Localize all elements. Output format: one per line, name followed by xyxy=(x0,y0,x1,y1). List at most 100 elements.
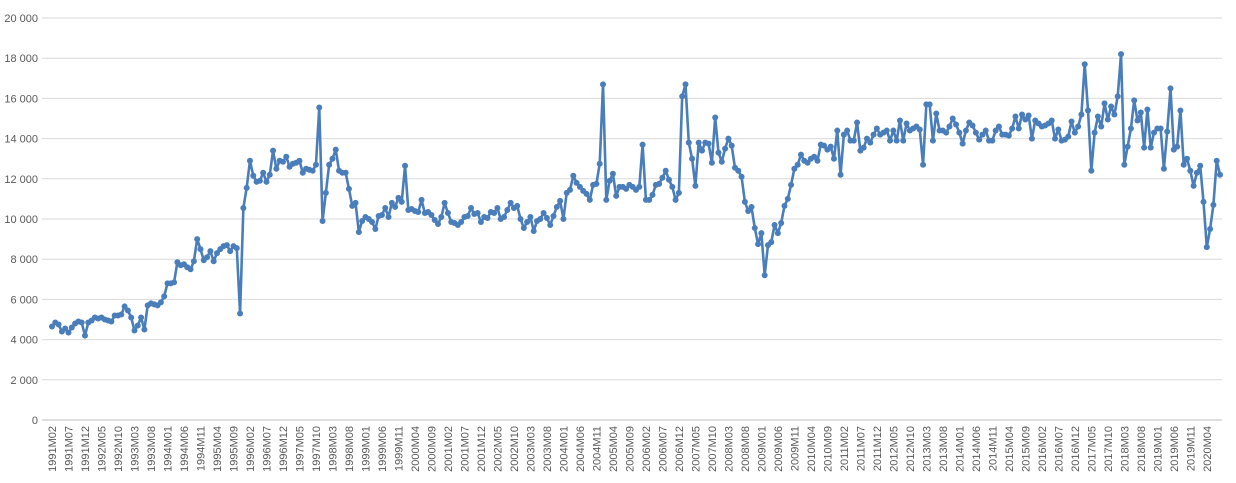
data-point xyxy=(685,139,692,146)
data-point xyxy=(784,195,791,202)
data-point xyxy=(243,184,250,191)
y-tick-label: 20 000 xyxy=(4,13,38,25)
data-point xyxy=(804,159,811,166)
data-point xyxy=(870,131,877,138)
data-point xyxy=(520,225,527,232)
data-point xyxy=(1101,100,1108,107)
data-point xyxy=(131,327,138,334)
data-point xyxy=(698,147,705,154)
x-tick-label: 2019M06 xyxy=(1169,426,1181,472)
data-point xyxy=(586,196,593,203)
data-point xyxy=(596,160,603,167)
data-point xyxy=(916,126,923,133)
data-point xyxy=(791,165,798,172)
data-point xyxy=(639,141,646,148)
x-tick-label: 1999M01 xyxy=(360,426,372,472)
x-tick-label: 2012M10 xyxy=(905,426,917,472)
x-tick-label: 2006M12 xyxy=(674,426,686,472)
data-point xyxy=(256,177,263,184)
data-point xyxy=(296,157,303,164)
y-tick-label: 6 000 xyxy=(10,294,38,306)
data-point xyxy=(540,209,547,216)
data-point xyxy=(1134,117,1141,124)
data-point xyxy=(1197,162,1204,169)
data-point xyxy=(273,165,280,172)
data-point xyxy=(600,81,607,88)
data-point xyxy=(1088,167,1095,174)
data-point xyxy=(741,198,748,205)
data-point xyxy=(606,177,613,184)
data-point xyxy=(976,136,983,143)
data-point xyxy=(385,213,392,220)
data-point xyxy=(65,329,72,336)
data-point xyxy=(890,127,897,134)
x-tick-label: 1999M06 xyxy=(377,426,389,472)
data-point xyxy=(1174,143,1181,150)
data-point xyxy=(415,208,422,215)
data-point xyxy=(1009,125,1016,132)
data-point xyxy=(1121,161,1128,168)
data-point xyxy=(768,239,775,246)
data-point xyxy=(665,176,672,183)
data-point xyxy=(962,127,969,134)
data-point xyxy=(1015,125,1022,132)
data-point xyxy=(695,139,702,146)
x-tick-label: 2001M12 xyxy=(476,426,488,472)
x-tick-label: 2005M09 xyxy=(624,426,636,472)
x-tick-label: 1997M10 xyxy=(311,426,323,472)
y-tick-label: 12 000 xyxy=(4,174,38,186)
data-point xyxy=(345,185,352,192)
data-point xyxy=(124,307,131,314)
data-point xyxy=(438,213,445,220)
data-point xyxy=(491,209,498,216)
x-tick-label: 2019M01 xyxy=(1152,426,1164,472)
data-point xyxy=(312,161,319,168)
data-point xyxy=(270,147,277,154)
data-point xyxy=(428,211,435,218)
data-point xyxy=(837,171,844,178)
data-point xyxy=(141,326,148,333)
data-point xyxy=(1147,144,1154,151)
data-point xyxy=(550,212,557,219)
data-point xyxy=(240,204,247,211)
data-point xyxy=(1019,111,1026,118)
data-point xyxy=(797,151,804,158)
data-point xyxy=(1193,169,1200,176)
data-point xyxy=(161,293,168,300)
data-point xyxy=(227,248,234,255)
data-point xyxy=(1217,171,1223,178)
data-point xyxy=(1184,155,1191,162)
data-point xyxy=(992,127,999,134)
x-tick-label: 2020M04 xyxy=(1202,426,1214,472)
data-point xyxy=(949,115,956,122)
data-point xyxy=(474,209,481,216)
x-tick-label: 2004M11 xyxy=(591,426,603,471)
data-point xyxy=(431,217,438,224)
data-point xyxy=(299,169,306,176)
data-point xyxy=(840,131,847,138)
data-point xyxy=(444,209,451,216)
x-tick-label: 2009M06 xyxy=(773,426,785,472)
y-tick-label: 0 xyxy=(32,415,38,427)
x-tick-label: 2006M02 xyxy=(641,426,653,472)
data-point xyxy=(669,183,676,190)
data-point xyxy=(603,196,610,203)
data-point xyxy=(157,299,164,306)
x-tick-label: 2009M11 xyxy=(789,426,801,471)
x-tick-label: 2014M11 xyxy=(987,426,999,471)
data-point xyxy=(322,189,329,196)
data-point xyxy=(128,314,135,321)
data-point xyxy=(672,196,679,203)
data-point xyxy=(1137,109,1144,116)
x-tick-label: 2001M07 xyxy=(459,426,471,472)
data-point xyxy=(1114,93,1121,100)
data-point xyxy=(1005,132,1012,139)
x-tick-label: 2007M05 xyxy=(690,426,702,472)
data-point xyxy=(933,110,940,117)
data-point xyxy=(194,236,201,243)
x-tick-label: 2018M03 xyxy=(1119,426,1131,472)
data-point xyxy=(1108,103,1115,110)
data-point xyxy=(1022,116,1029,123)
x-tick-label: 2013M03 xyxy=(921,426,933,472)
data-point xyxy=(68,324,75,331)
